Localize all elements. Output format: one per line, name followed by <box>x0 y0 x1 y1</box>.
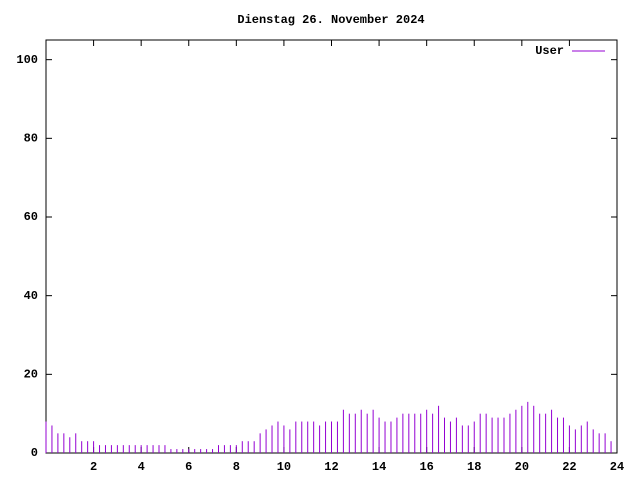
x-tick-label: 16 <box>419 460 433 474</box>
y-tick-label: 80 <box>24 132 38 146</box>
x-tick-label: 14 <box>372 460 386 474</box>
x-tick-label: 22 <box>562 460 576 474</box>
x-tick-label: 2 <box>90 460 97 474</box>
y-tick-label: 100 <box>16 53 38 67</box>
chart-title: Dienstag 26. November 2024 <box>237 13 424 27</box>
x-tick-label: 10 <box>277 460 291 474</box>
x-tick-label: 8 <box>233 460 240 474</box>
plot-border <box>45 39 618 454</box>
x-tick-label: 18 <box>467 460 481 474</box>
x-tick-label: 4 <box>138 460 145 474</box>
y-tick-label: 0 <box>31 446 38 460</box>
legend-label: User <box>535 44 564 58</box>
y-tick-label: 60 <box>24 210 38 224</box>
y-tick-label: 40 <box>24 289 38 303</box>
y-tick-label: 20 <box>24 368 38 382</box>
x-tick-label: 20 <box>515 460 529 474</box>
x-tick-label: 24 <box>610 460 624 474</box>
x-tick-label: 6 <box>185 460 192 474</box>
x-tick-label: 12 <box>324 460 338 474</box>
